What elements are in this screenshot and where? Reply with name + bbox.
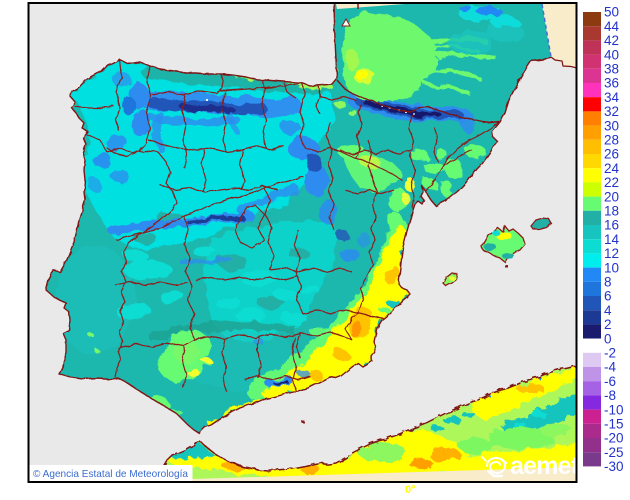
svg-text:-8: -8 xyxy=(604,388,616,403)
svg-text:38: 38 xyxy=(604,62,619,77)
svg-text:40: 40 xyxy=(604,47,619,62)
svg-text:20: 20 xyxy=(604,189,619,204)
svg-text:0: 0 xyxy=(604,331,612,346)
svg-text:36: 36 xyxy=(604,76,619,91)
svg-text:28: 28 xyxy=(604,133,619,148)
svg-text:6: 6 xyxy=(604,289,612,304)
svg-text:4: 4 xyxy=(604,303,612,318)
svg-text:42: 42 xyxy=(604,33,619,48)
svg-text:16: 16 xyxy=(604,218,619,233)
svg-text:22: 22 xyxy=(604,175,619,190)
svg-text:-25: -25 xyxy=(604,445,624,460)
svg-text:30: 30 xyxy=(604,118,619,133)
svg-text:-10: -10 xyxy=(604,402,624,417)
svg-text:0°: 0° xyxy=(405,484,416,496)
svg-text:34: 34 xyxy=(604,90,620,105)
svg-text:-2: -2 xyxy=(604,346,616,361)
svg-text:26: 26 xyxy=(604,147,619,162)
svg-text:10: 10 xyxy=(604,260,619,275)
svg-text:24: 24 xyxy=(604,161,620,176)
svg-text:© Agencia Estatal de Meteorolo: © Agencia Estatal de Meteorología xyxy=(33,468,188,480)
svg-text:-15: -15 xyxy=(604,417,624,432)
svg-text:12: 12 xyxy=(604,246,619,261)
svg-text:14: 14 xyxy=(604,232,620,247)
svg-text:18: 18 xyxy=(604,204,619,219)
svg-text:44: 44 xyxy=(604,19,620,34)
svg-text:-6: -6 xyxy=(604,374,616,389)
svg-text:50: 50 xyxy=(604,5,619,20)
svg-text:aemet: aemet xyxy=(510,452,580,480)
svg-text:-20: -20 xyxy=(604,431,624,446)
svg-text:32: 32 xyxy=(604,104,619,119)
svg-text:-30: -30 xyxy=(604,459,624,474)
svg-text:8: 8 xyxy=(604,275,612,290)
svg-text:-4: -4 xyxy=(604,360,616,375)
svg-text:2: 2 xyxy=(604,317,612,332)
